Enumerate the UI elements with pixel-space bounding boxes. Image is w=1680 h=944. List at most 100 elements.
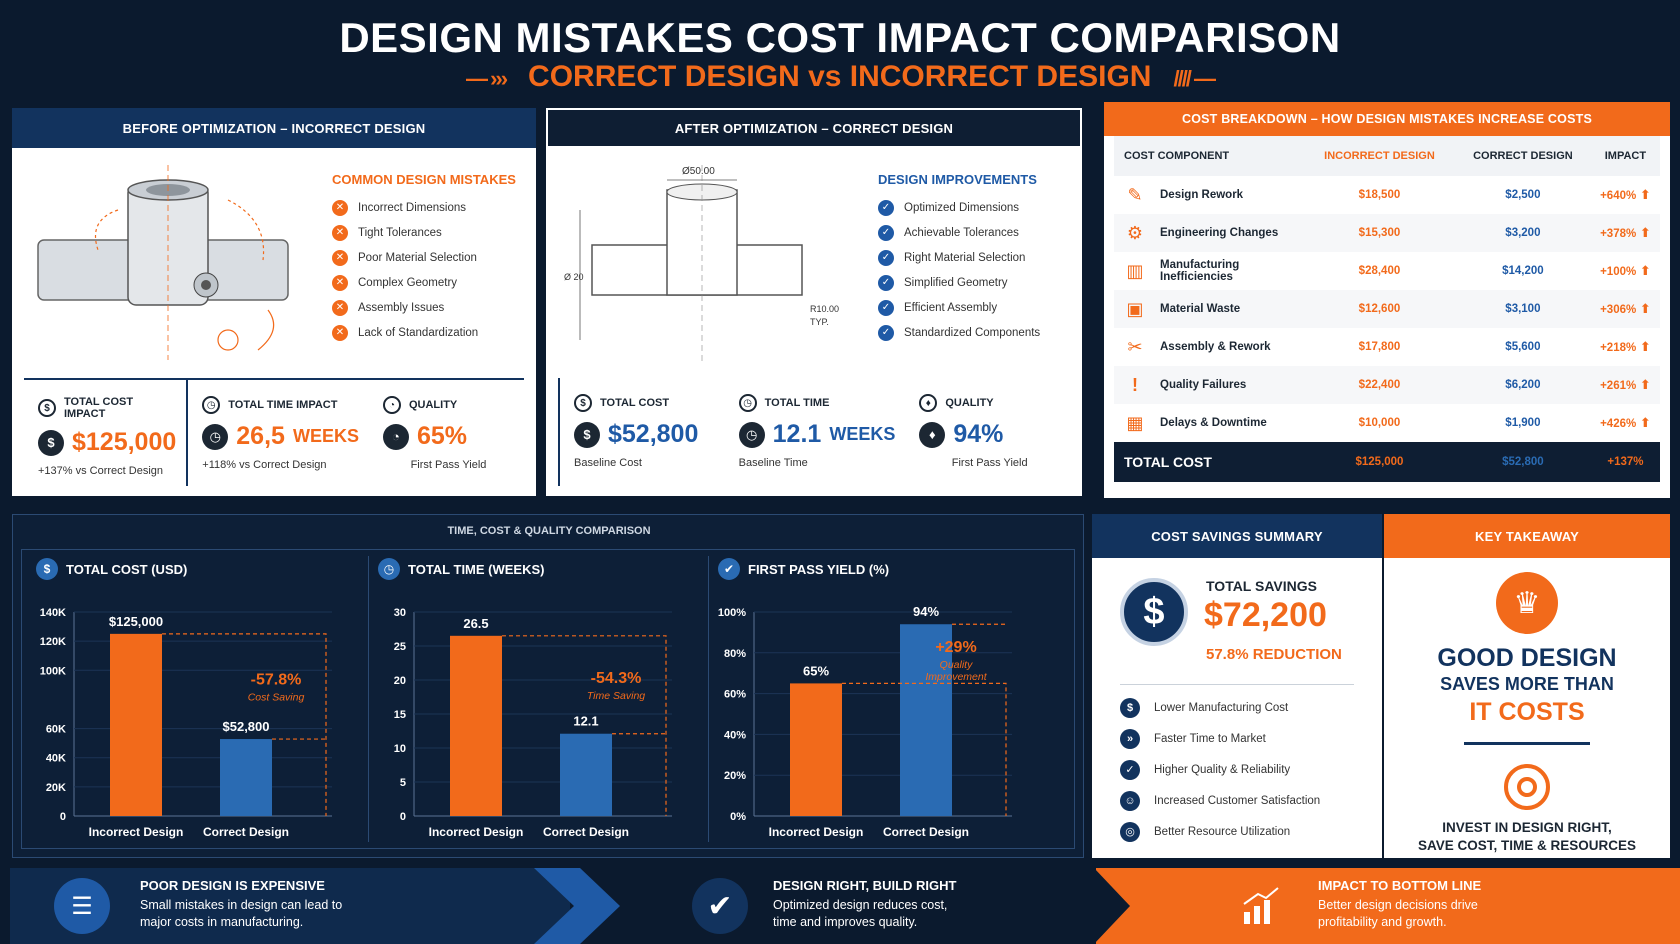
- breakdown-incorrect: $10,000: [1358, 417, 1401, 429]
- breakdown-header: COST BREAKDOWN – HOW DESIGN MISTAKES INC…: [1104, 102, 1670, 136]
- after-stats-row: $ TOTAL COST $ $52,800 Baseline Cost ◷ TOTAL T…: [560, 378, 1070, 486]
- data-label: 94%: [913, 604, 939, 619]
- chevron-right-icon: [534, 868, 620, 944]
- total-impact: +137%: [1607, 456, 1644, 468]
- mistakes-items: ✕ Incorrect Dimensions ✕ Tight Tolerances ✕ P…: [332, 195, 516, 345]
- improvement-item: ✓ Optimized Dimensions: [878, 195, 1040, 220]
- chart-title-time-text: TOTAL TIME (WEEKS): [408, 561, 545, 577]
- shield-icon: ✔: [718, 558, 740, 580]
- data-label: $125,000: [109, 614, 163, 629]
- mistakes-list: COMMON DESIGN MISTAKES ✕ Incorrect Dimens…: [332, 172, 516, 345]
- breakdown-component-name: Assembly & Rework: [1160, 341, 1271, 353]
- check-circle-icon: ✓: [878, 249, 894, 266]
- after-stat: ♦ QUALITY ♦ 94% First Pass Yield: [905, 378, 1070, 486]
- y-tick-label: 25: [394, 641, 406, 653]
- y-tick-label: 120K: [40, 636, 66, 648]
- breakdown-impact: +426% ⬆: [1600, 415, 1651, 430]
- y-tick-label: 0: [400, 811, 406, 823]
- clock-icon: ◷: [738, 421, 765, 448]
- takeaway-line3: IT COSTS: [1469, 698, 1585, 726]
- breakdown-row: ▣ Material Waste $12,600 $3,100 +306% ⬆: [1114, 290, 1660, 328]
- savings-reduction: 57.8% REDUCTION: [1206, 646, 1342, 663]
- page-title: DESIGN MISTAKES COST IMPACT COMPARISON: [339, 14, 1341, 61]
- coins-icon: $: [36, 558, 58, 580]
- stat-sub: +118% vs Correct Design: [202, 459, 327, 471]
- stat-unit: WEEKS: [829, 424, 896, 444]
- stat-label: ◷ TOTAL TIME IMPACT: [202, 396, 359, 414]
- chart-divider-1: [368, 556, 369, 842]
- arrow-up-icon: ⬆: [1636, 301, 1651, 316]
- bar-correct: [560, 733, 612, 816]
- total-incorrect: $125,000: [1355, 456, 1404, 468]
- y-tick-label: 100K: [40, 665, 66, 677]
- y-tick-label: 60%: [724, 689, 746, 701]
- breakdown-incorrect: $22,400: [1358, 379, 1401, 391]
- breakdown-table: COST COMPONENT INCORRECT DESIGN CORRECT …: [1114, 136, 1660, 482]
- x-circle-icon: ✕: [332, 224, 348, 241]
- breakdown-row: ▥ Manufacturing Inefficiencies $28,400 $14,…: [1114, 252, 1660, 290]
- after-stat: $ TOTAL COST $ $52,800 Baseline Cost: [560, 378, 725, 486]
- orange-chevron-shape: [1094, 868, 1130, 944]
- trophy-icon: ♛: [1496, 572, 1558, 634]
- x-circle-icon: ✕: [332, 274, 348, 291]
- bottom-strip: ☰ POOR DESIGN IS EXPENSIVE Small mistake…: [0, 864, 1680, 944]
- takeaway-footer2: SAVE COST, TIME & RESOURCES: [1417, 838, 1637, 853]
- breakdown-impact: +100% ⬆: [1600, 263, 1651, 278]
- target-icon: [1504, 764, 1550, 810]
- bottom-title-3: IMPACT TO BOTTOM LINE: [1318, 878, 1482, 893]
- stat-value: ◷ 26,5 WEEKS: [202, 422, 359, 451]
- improvement-item: ✓ Efficient Assembly: [878, 295, 1040, 320]
- y-tick-label: 20%: [724, 770, 746, 782]
- bottom-line-1b: major costs in manufacturing.: [140, 915, 304, 929]
- correct-part-drawing: Ø50.00 Ø 20 R10.00 TYP.: [564, 165, 839, 365]
- stat-label: ◷ TOTAL TIME: [738, 394, 896, 412]
- arrow-up-icon: ⬆: [1636, 339, 1651, 354]
- x-tick-label: Incorrect Design: [429, 825, 524, 839]
- clock-icon: ◷: [202, 396, 221, 414]
- mistake-item-label: Poor Material Selection: [358, 251, 477, 264]
- charts-svg: 0 20K 40K 60K 100K 120K 140K $125,000 Incorrect …: [40, 604, 1012, 839]
- chart-title-cost-text: TOTAL COST (USD): [66, 561, 188, 577]
- mistake-item: ✕ Tight Tolerances: [332, 220, 516, 245]
- box-icon: ▣: [1126, 298, 1144, 319]
- stat-label-text: TOTAL TIME IMPACT: [228, 399, 338, 411]
- savings-item-label: Increased Customer Satisfaction: [1154, 794, 1321, 807]
- breakdown-component-name: Delays & Downtime: [1160, 417, 1267, 429]
- check-circle-icon: ✓: [878, 274, 894, 291]
- connector-line: [842, 682, 1007, 816]
- stat-value-text: 12.1: [772, 420, 822, 448]
- chart-title-cost: $ TOTAL COST (USD): [36, 558, 187, 580]
- mistake-item-label: Lack of Standardization: [358, 326, 479, 339]
- data-label: 26.5: [463, 616, 488, 631]
- breakdown-incorrect: $15,300: [1358, 227, 1401, 239]
- breakdown-row: ✎ Design Rework $18,500 $2,500 +640% ⬆: [1114, 176, 1660, 214]
- stat-value: ♦ 94%: [919, 420, 1060, 449]
- breakdown-correct: $6,200: [1505, 379, 1541, 391]
- bottom-text-1: POOR DESIGN IS EXPENSIVE Small mistakes …: [140, 878, 342, 931]
- stat-value: $ $125,000: [38, 428, 176, 457]
- breakdown-component: ! Quality Failures: [1114, 366, 1304, 404]
- y-tick-label: 5: [400, 777, 406, 789]
- col-component: COST COMPONENT: [1124, 150, 1230, 162]
- benefit-icon: ☺: [1120, 790, 1140, 811]
- annotation-value: +29%: [935, 639, 976, 656]
- breakdown-correct: $2,500: [1505, 189, 1541, 201]
- breakdown-component: ⚙ Engineering Changes: [1114, 214, 1304, 252]
- dim-typ-label: TYP.: [810, 317, 829, 327]
- stat-label-text: QUALITY: [945, 397, 994, 409]
- y-tick-label: 10: [394, 743, 406, 755]
- improvement-item-label: Right Material Selection: [904, 251, 1026, 264]
- takeaway-divider: [1464, 742, 1590, 745]
- mistake-item-label: Complex Geometry: [358, 276, 458, 289]
- stat-value: $ $52,800: [574, 420, 715, 449]
- breakdown-component: ▥ Manufacturing Inefficiencies: [1114, 252, 1304, 290]
- arrow-up-icon: ⬆: [1636, 225, 1651, 240]
- improvement-item: ✓ Achievable Tolerances: [878, 220, 1040, 245]
- improvement-item-label: Achievable Tolerances: [904, 226, 1019, 239]
- page-subtitle: — ››› CORRECT DESIGN vs INCORRECT DESIGN /…: [0, 60, 1680, 94]
- arrow-up-icon: ⬆: [1636, 377, 1651, 392]
- arrows-right-icon: — ›››: [465, 66, 508, 91]
- clock-icon: ◷: [738, 394, 757, 412]
- x-tick-label: Incorrect Design: [89, 825, 184, 839]
- coins-icon: $: [38, 429, 64, 456]
